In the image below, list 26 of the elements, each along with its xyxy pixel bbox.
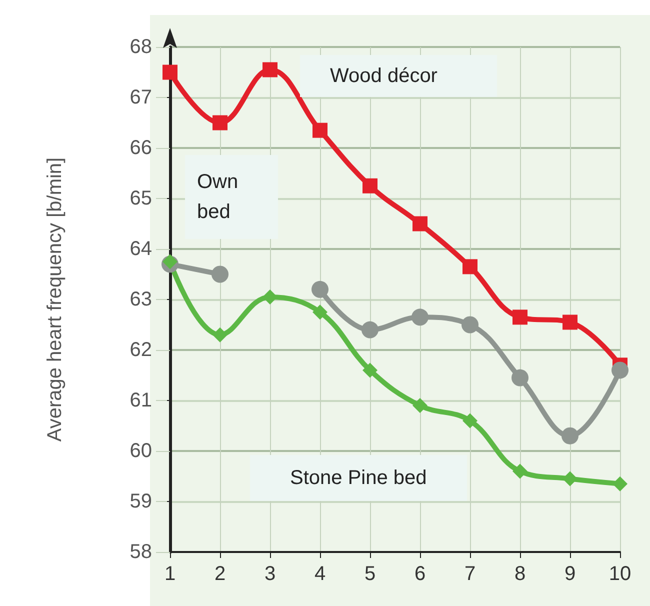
y-tick-label: 60 xyxy=(130,440,152,462)
x-tick-label: 1 xyxy=(164,563,176,585)
x-tick-label: 8 xyxy=(514,563,526,585)
y-tick-label: 66 xyxy=(130,137,152,159)
x-tick-label: 10 xyxy=(608,563,632,585)
x-tick-label: 7 xyxy=(464,563,476,585)
y-tick-label: 64 xyxy=(130,238,152,260)
label-box: Wood décor xyxy=(300,55,498,97)
x-tick-label: 5 xyxy=(364,563,376,585)
y-tick-label: 67 xyxy=(130,86,152,108)
label-box: Own bed xyxy=(185,155,278,239)
y-tick-label: 58 xyxy=(130,541,152,563)
x-tick-label: 4 xyxy=(314,563,326,585)
label-box: Stone Pine bed xyxy=(250,455,467,501)
x-tick-label: 9 xyxy=(564,563,576,585)
x-tick-label: 6 xyxy=(414,563,426,585)
y-tick-label: 65 xyxy=(130,188,152,210)
y-tick-label: 63 xyxy=(130,288,152,310)
y-tick-label: 61 xyxy=(130,390,152,412)
x-tick-label: 3 xyxy=(264,563,276,585)
y-axis-title: Average heart frequency [b/min] xyxy=(44,157,66,442)
series-label: Wood décor xyxy=(330,65,438,87)
y-tick-label: 68 xyxy=(130,36,152,58)
y-tick-label: 62 xyxy=(130,339,152,361)
x-tick-label: 2 xyxy=(214,563,226,585)
y-tick-label: 59 xyxy=(130,490,152,512)
